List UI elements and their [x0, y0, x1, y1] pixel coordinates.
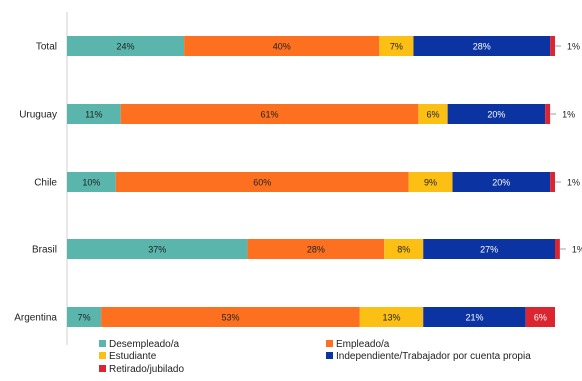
- bar-segment: [550, 172, 555, 192]
- legend-swatch: [99, 352, 106, 359]
- legend-label: Estudiante: [109, 351, 157, 362]
- legend-swatch: [326, 352, 333, 359]
- bar-segment: [379, 36, 414, 56]
- bar-segment: [120, 104, 419, 124]
- bar-segment: [247, 239, 385, 259]
- data-label: 27%: [480, 245, 498, 255]
- bar-segment: [67, 307, 102, 327]
- data-label: 20%: [487, 110, 505, 120]
- bars-layer: Total 24% 40% 7% 28% 1% Uruguay 11% 61% 6% 20% 1% Ch…: [14, 12, 582, 345]
- bar-segment: [452, 172, 551, 192]
- bar-segment: [413, 36, 551, 56]
- data-label: 8%: [397, 245, 410, 255]
- data-label: 1%: [567, 178, 580, 188]
- data-label: 24%: [117, 42, 135, 52]
- bar-segment: [555, 239, 560, 259]
- bar-segment: [67, 36, 185, 56]
- bar-segment: [67, 172, 116, 192]
- data-label: 13%: [383, 313, 401, 323]
- data-label: 10%: [82, 178, 100, 188]
- data-label: 28%: [307, 245, 325, 255]
- legend-label: Desempleado/a: [109, 339, 179, 350]
- legend-swatch: [99, 365, 106, 372]
- bar-segment: [423, 239, 555, 259]
- category-label: Chile: [34, 178, 57, 189]
- bar-segment: [418, 104, 448, 124]
- legend-label: Independiente/Trabajador por cuenta prop…: [336, 351, 531, 362]
- bar-segment: [184, 36, 380, 56]
- bar-segment: [447, 104, 546, 124]
- data-label: 7%: [390, 42, 403, 52]
- legend-swatch: [326, 340, 333, 347]
- data-label: 28%: [473, 42, 491, 52]
- bar-segment: [67, 239, 248, 259]
- bar-segment: [384, 239, 424, 259]
- data-label: 61%: [261, 110, 279, 120]
- data-label: 1%: [572, 245, 582, 255]
- legend-label: Empleado/a: [336, 339, 390, 350]
- data-label: 7%: [78, 313, 91, 323]
- data-label: 11%: [85, 110, 102, 120]
- data-label: 6%: [534, 313, 547, 323]
- data-label: 21%: [465, 313, 483, 323]
- legend-swatch: [99, 340, 106, 347]
- legend-label: Retirado/jubilado: [109, 364, 184, 375]
- data-label: 1%: [567, 42, 580, 52]
- legend: Desempleado/a Empleado/a Estudiante Indepen…: [99, 339, 531, 375]
- bar-segment: [115, 172, 409, 192]
- bar-segment: [67, 104, 121, 124]
- data-label: 6%: [426, 110, 439, 120]
- data-label: 53%: [221, 313, 239, 323]
- bar-segment: [525, 307, 555, 327]
- data-label: 37%: [148, 245, 166, 255]
- category-label: Brasil: [32, 245, 57, 256]
- bar-segment: [545, 104, 551, 124]
- bar-segment: [359, 307, 424, 327]
- bar-segment: [550, 36, 555, 56]
- bar-segment: [408, 172, 453, 192]
- data-label: 9%: [424, 178, 437, 188]
- bar-segment: [101, 307, 360, 327]
- bar-segment: [423, 307, 526, 327]
- category-label: Total: [36, 42, 57, 53]
- data-label: 60%: [253, 178, 271, 188]
- category-label: Argentina: [14, 313, 57, 324]
- data-label: 20%: [492, 178, 510, 188]
- data-label: 40%: [273, 42, 291, 52]
- data-label: 1%: [562, 110, 575, 120]
- category-label: Uruguay: [19, 110, 57, 121]
